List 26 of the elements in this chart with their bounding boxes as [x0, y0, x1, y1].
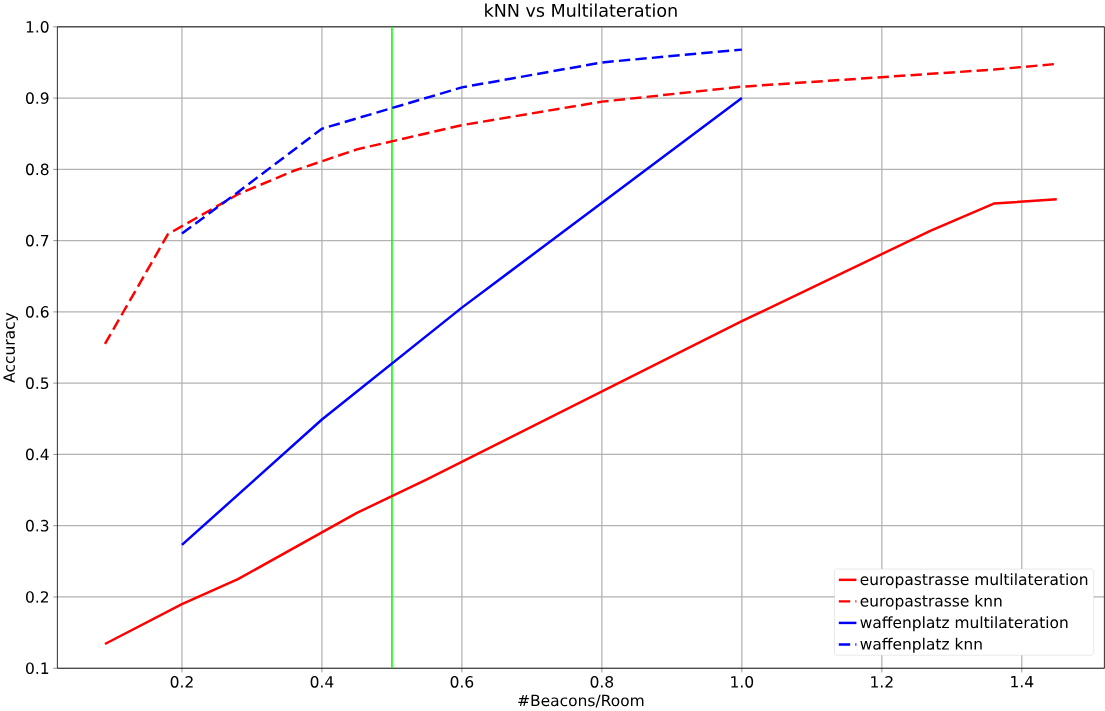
- y-tick-label: 0.8: [26, 163, 49, 176]
- x-tick-label: 0.8: [590, 676, 614, 688]
- y-tick-label: 0.7: [26, 234, 49, 247]
- y-axis-title: Accuracy: [3, 312, 18, 383]
- line-series: [180, 48, 744, 235]
- x-axis-title: #Beacons/Room: [518, 694, 644, 708]
- line-series: [180, 96, 744, 547]
- y-tick-label: 0.6: [26, 306, 49, 318]
- legend-label: europastrasse knn: [860, 594, 1002, 610]
- y-tick-label: 0.3: [26, 519, 49, 532]
- y-tick-label: 0.4: [26, 448, 49, 461]
- x-tick-label: 0.2: [170, 676, 193, 688]
- legend-label: waffenplatz multilateration: [860, 616, 1068, 632]
- y-tick-label: 0.1: [26, 662, 49, 675]
- legend-label: waffenplatz knn: [860, 637, 982, 653]
- y-tick-label: 0.9: [26, 92, 49, 104]
- chart-title: kNN vs Multilateration: [485, 3, 677, 18]
- legend-label: europastrasse multilateration: [860, 573, 1088, 589]
- x-tick-label: 0.6: [450, 676, 474, 688]
- x-tick-label: 1.4: [1011, 676, 1034, 688]
- x-tick-label: 0.4: [310, 676, 334, 688]
- x-tick-label: 1.0: [731, 676, 754, 688]
- y-tick-label: 1.0: [26, 20, 49, 33]
- y-tick-label: 0.2: [26, 591, 49, 603]
- x-tick-label: 1.2: [871, 676, 893, 688]
- y-tick-label: 0.5: [26, 377, 49, 390]
